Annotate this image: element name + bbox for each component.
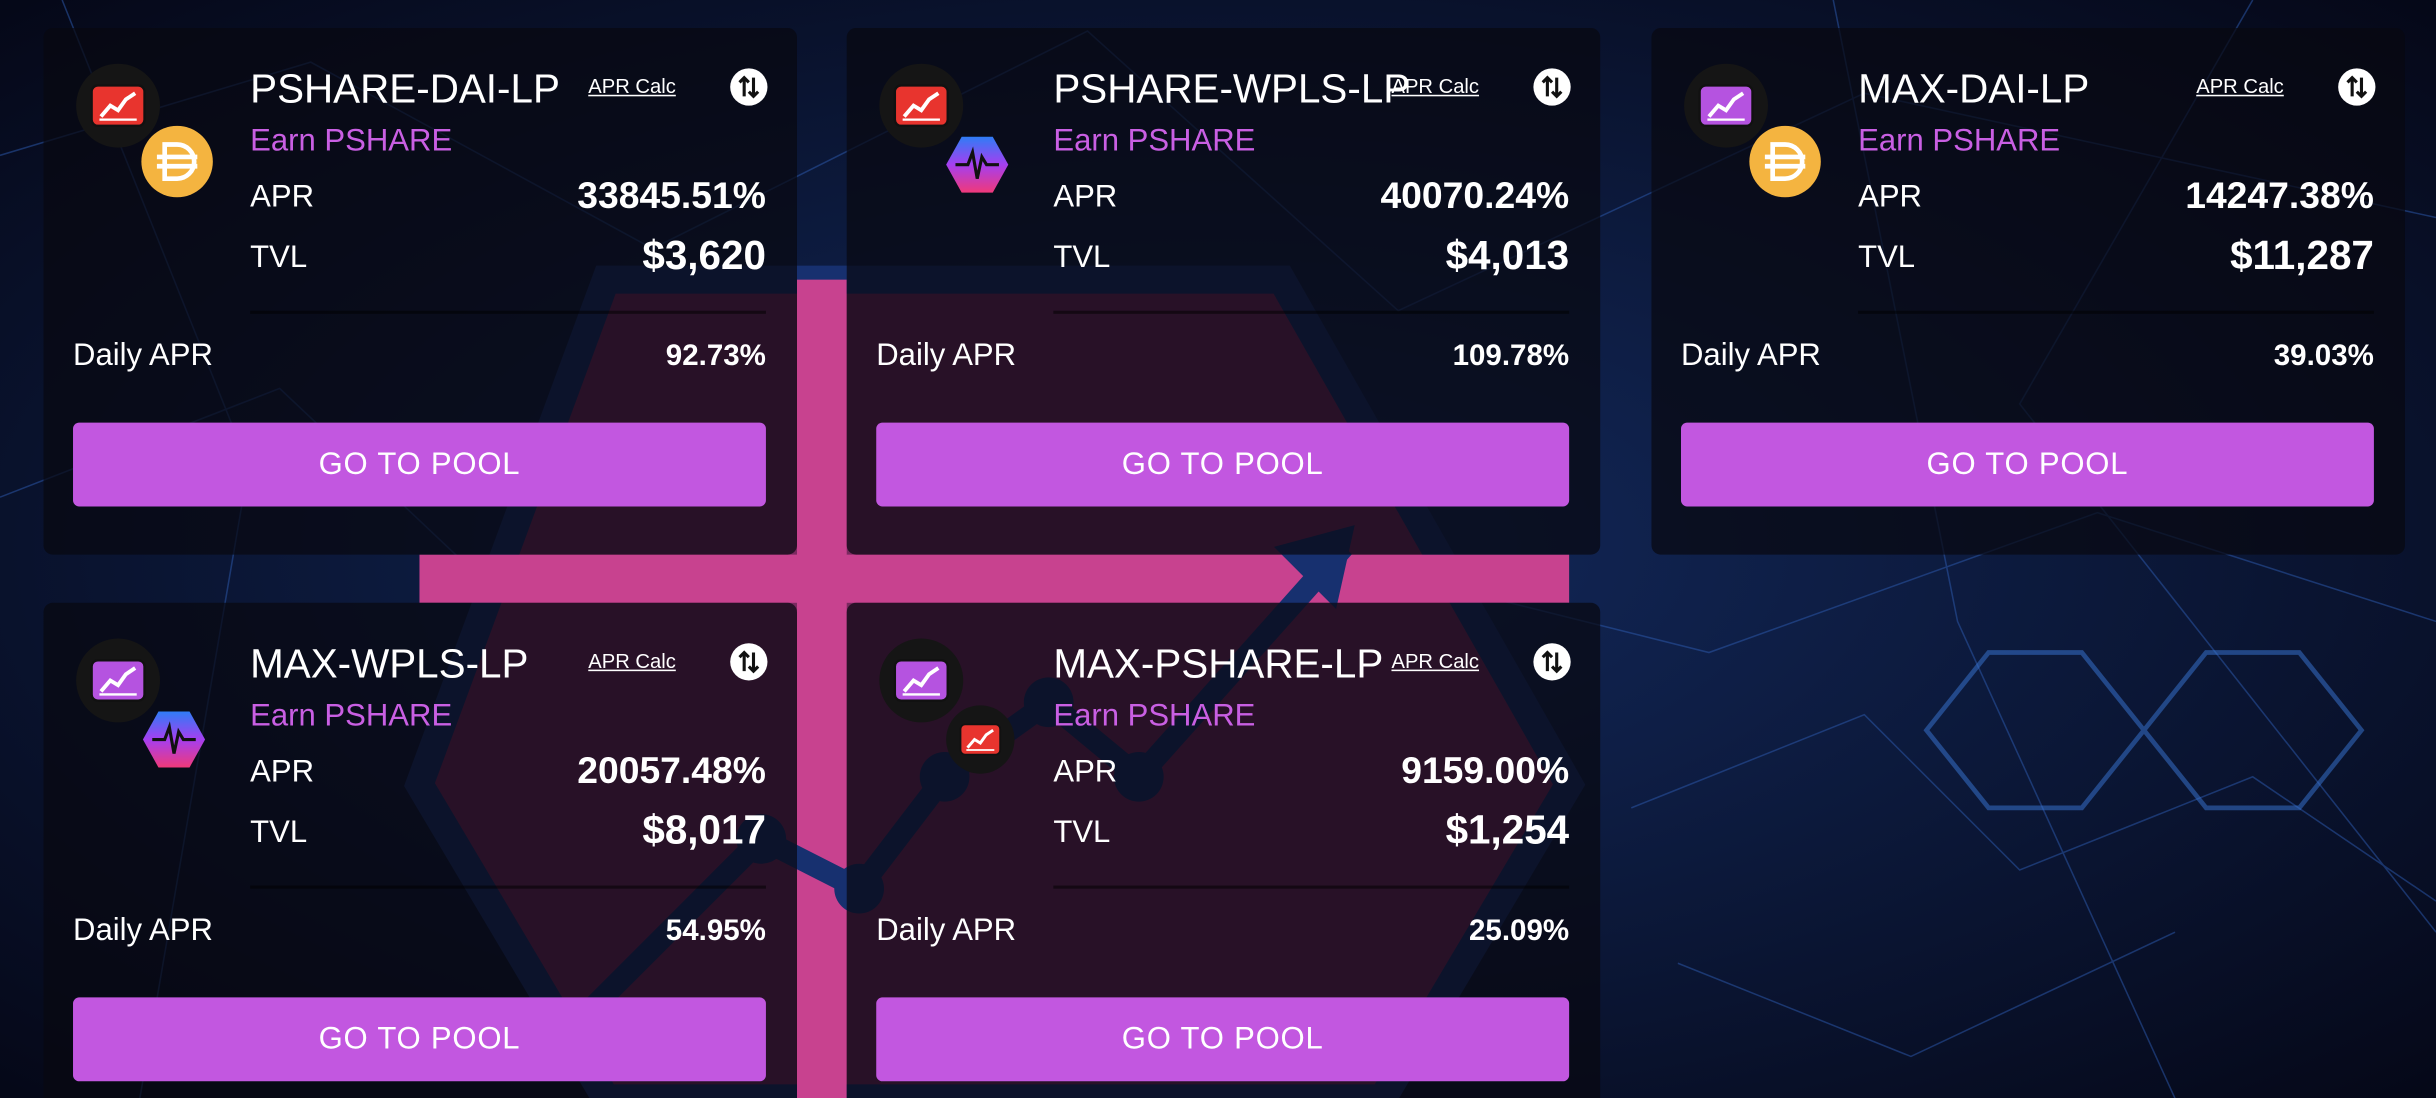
go-to-pool-button[interactable]: GO TO POOL [876,997,1570,1082]
pool-title: PSHARE-WPLS-LP [1053,65,1411,112]
token-icons [879,638,1015,774]
tvl-label: TVL [250,240,308,275]
apr-label: APR [1053,180,1118,215]
swap-icon [2346,75,2368,99]
pool-card: PSHARE-DAI-LP APR Calc Earn PSHARE APR 33845… [43,27,797,555]
go-to-pool-button[interactable]: GO TO POOL [1680,422,2374,507]
apr-value: 40070.24% [1380,175,1570,218]
divider [1858,310,2374,314]
daily-apr-label: Daily APR [876,913,1017,948]
swap-icon [1541,75,1563,99]
apr-calc-link[interactable]: APR Calc [1391,649,1480,673]
swap-button[interactable] [1533,643,1571,681]
go-to-pool-button[interactable]: GO TO POOL [73,422,766,507]
apr-value: 33845.51% [577,175,766,218]
tvl-value: $1,254 [1445,806,1570,853]
pool-card: MAX-WPLS-LP APR Calc Earn PSHARE APR 20057.4… [43,602,797,1098]
apr-label: APR [250,180,315,215]
go-to-pool-button[interactable]: GO TO POOL [73,997,766,1082]
token-icons [1684,63,1821,198]
tvl-value: $4,013 [1445,231,1570,279]
tvl-label: TVL [250,815,308,850]
swap-button[interactable] [730,643,768,681]
tvl-value: $8,017 [642,806,766,853]
pool-title: PSHARE-DAI-LP [250,65,560,112]
daily-apr-value: 25.09% [1469,915,1570,948]
token-icons [76,638,206,768]
swap-button[interactable] [2338,68,2376,106]
apr-label: APR [1053,755,1118,790]
apr-calc-link[interactable]: APR Calc [1391,74,1480,98]
earn-label: Earn PSHARE [250,699,453,734]
apr-calc-link[interactable]: APR Calc [588,74,676,98]
daily-apr-value: 92.73% [665,340,766,373]
tvl-label: TVL [1053,815,1111,850]
daily-apr-value: 39.03% [2273,340,2374,373]
divider [250,310,766,314]
divider [1053,310,1570,314]
pool-card: MAX-PSHARE-LP APR Calc Earn PSHARE APR 9159.… [846,602,1601,1098]
token-icons [879,63,1009,193]
apr-value: 20057.48% [577,750,766,793]
swap-button[interactable] [730,68,768,106]
apr-calc-link[interactable]: APR Calc [588,649,676,673]
apr-calc-link[interactable]: APR Calc [2196,74,2284,98]
divider [250,885,766,889]
swap-icon [1541,650,1563,674]
swap-button[interactable] [1533,68,1571,106]
pool-card: MAX-DAI-LP APR Calc Earn PSHARE APR 14247.38… [1651,27,2405,555]
apr-label: APR [250,755,315,790]
apr-value: 14247.38% [2185,175,2374,218]
earn-label: Earn PSHARE [1858,124,2061,159]
daily-apr-value: 54.95% [665,915,766,948]
token-icons [76,63,213,198]
go-to-pool-button[interactable]: GO TO POOL [876,422,1570,507]
tvl-label: TVL [1053,240,1111,275]
divider [1053,885,1570,889]
pool-title: MAX-WPLS-LP [250,640,529,687]
daily-apr-label: Daily APR [876,338,1017,373]
pool-card: PSHARE-WPLS-LP APR Calc Earn PSHARE APR 4007… [846,27,1601,555]
pool-title: MAX-PSHARE-LP [1053,640,1384,687]
earn-label: Earn PSHARE [1053,124,1256,159]
daily-apr-label: Daily APR [1680,338,1821,373]
daily-apr-label: Daily APR [73,913,213,948]
tvl-label: TVL [1858,240,1916,275]
tvl-value: $11,287 [2230,231,2374,279]
swap-icon [738,75,760,99]
apr-label: APR [1858,180,1922,215]
apr-value: 9159.00% [1401,750,1570,793]
swap-icon [738,650,760,674]
daily-apr-label: Daily APR [73,338,213,373]
earn-label: Earn PSHARE [250,124,453,159]
earn-label: Earn PSHARE [1053,699,1256,734]
pool-title: MAX-DAI-LP [1858,65,2090,112]
tvl-value: $3,620 [642,231,766,279]
daily-apr-value: 109.78% [1452,340,1570,373]
